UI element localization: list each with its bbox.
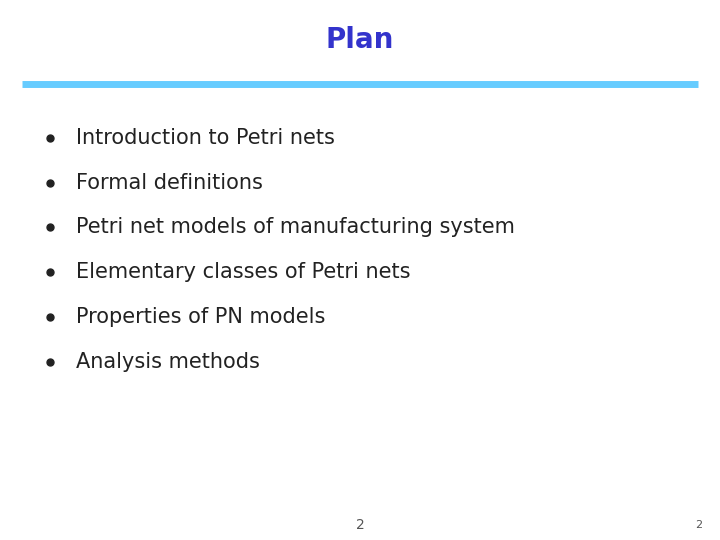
Text: Introduction to Petri nets: Introduction to Petri nets [76, 127, 335, 148]
Text: Analysis methods: Analysis methods [76, 352, 259, 372]
Text: 2: 2 [356, 518, 364, 532]
Text: Plan: Plan [326, 26, 394, 55]
Text: Petri net models of manufacturing system: Petri net models of manufacturing system [76, 217, 515, 238]
Text: 2: 2 [695, 520, 702, 530]
Text: Formal definitions: Formal definitions [76, 172, 263, 193]
Text: Elementary classes of Petri nets: Elementary classes of Petri nets [76, 262, 410, 282]
Text: Properties of PN models: Properties of PN models [76, 307, 325, 327]
